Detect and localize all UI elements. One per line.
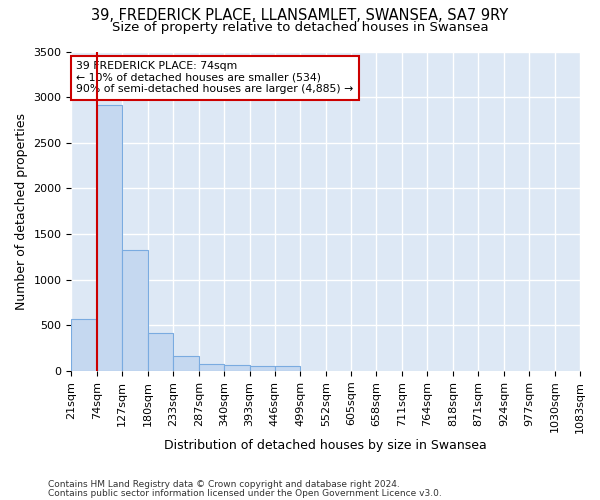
Text: Size of property relative to detached houses in Swansea: Size of property relative to detached ho… (112, 21, 488, 34)
Bar (224, 366, 250, 371)
Y-axis label: Number of detached properties: Number of detached properties (15, 112, 28, 310)
Bar (173, 356, 199, 371)
Text: Contains public sector information licensed under the Open Government Licence v3: Contains public sector information licen… (48, 489, 442, 498)
Bar (97, 106, 122, 371)
Text: 39, FREDERICK PLACE, LLANSAMLET, SWANSEA, SA7 9RY: 39, FREDERICK PLACE, LLANSAMLET, SWANSEA… (91, 8, 509, 22)
Text: Contains HM Land Registry data © Crown copyright and database right 2024.: Contains HM Land Registry data © Crown c… (48, 480, 400, 489)
Bar (199, 364, 224, 371)
Bar (148, 333, 173, 371)
Bar (71, 319, 97, 371)
Bar (250, 366, 275, 371)
X-axis label: Distribution of detached houses by size in Swansea: Distribution of detached houses by size … (164, 440, 487, 452)
Bar (275, 366, 301, 371)
Text: 39 FREDERICK PLACE: 74sqm
← 10% of detached houses are smaller (534)
90% of semi: 39 FREDERICK PLACE: 74sqm ← 10% of detac… (76, 61, 354, 94)
Bar (122, 250, 148, 371)
